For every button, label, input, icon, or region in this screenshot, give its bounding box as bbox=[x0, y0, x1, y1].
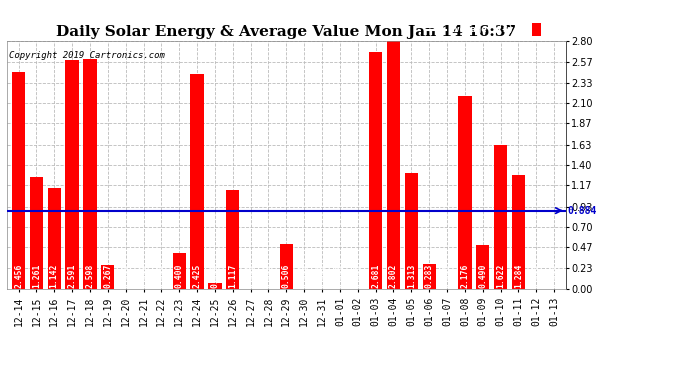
Text: 0.267: 0.267 bbox=[104, 264, 112, 288]
Text: 1.284: 1.284 bbox=[514, 264, 523, 288]
Text: 1.313: 1.313 bbox=[407, 264, 416, 288]
Text: 0.000: 0.000 bbox=[550, 264, 559, 288]
Text: 0.283: 0.283 bbox=[425, 264, 434, 288]
Text: 0.000: 0.000 bbox=[121, 264, 130, 288]
Text: 0.490: 0.490 bbox=[478, 264, 487, 288]
Text: 2.681: 2.681 bbox=[371, 264, 380, 288]
Text: 2.176: 2.176 bbox=[460, 264, 469, 288]
Text: 1.142: 1.142 bbox=[50, 264, 59, 288]
Bar bbox=[190, 74, 204, 289]
Text: Average  ($): Average ($) bbox=[449, 25, 514, 34]
Text: 0.066: 0.066 bbox=[210, 264, 219, 288]
Bar bbox=[172, 254, 186, 289]
Text: 1.117: 1.117 bbox=[228, 264, 237, 288]
Text: 1.622: 1.622 bbox=[496, 264, 505, 288]
Bar bbox=[458, 96, 471, 289]
Text: 2.591: 2.591 bbox=[68, 264, 77, 288]
Bar bbox=[279, 244, 293, 289]
Bar bbox=[422, 264, 436, 289]
Text: 0.400: 0.400 bbox=[175, 264, 184, 288]
Bar bbox=[208, 283, 221, 289]
Bar bbox=[369, 52, 382, 289]
Bar bbox=[512, 175, 525, 289]
Text: 1.261: 1.261 bbox=[32, 264, 41, 288]
Text: 0.000: 0.000 bbox=[139, 264, 148, 288]
Text: 0.000: 0.000 bbox=[353, 264, 362, 288]
Text: 2.598: 2.598 bbox=[86, 264, 95, 288]
Text: 0.000: 0.000 bbox=[532, 264, 541, 288]
Bar bbox=[101, 265, 115, 289]
Title: Daily Solar Energy & Average Value Mon Jan 14 16:37: Daily Solar Energy & Average Value Mon J… bbox=[57, 25, 516, 39]
Text: Daily   ($): Daily ($) bbox=[548, 25, 607, 34]
Text: 0.884: 0.884 bbox=[568, 206, 597, 216]
Bar bbox=[476, 246, 489, 289]
Text: 0.000: 0.000 bbox=[442, 264, 451, 288]
Bar bbox=[12, 72, 26, 289]
Bar bbox=[66, 60, 79, 289]
Bar bbox=[30, 177, 43, 289]
Text: 0.000: 0.000 bbox=[264, 264, 273, 288]
Bar bbox=[48, 188, 61, 289]
Bar bbox=[226, 190, 239, 289]
Bar bbox=[387, 41, 400, 289]
Text: 0.000: 0.000 bbox=[317, 264, 326, 288]
Text: 0.506: 0.506 bbox=[282, 264, 291, 288]
Text: 2.802: 2.802 bbox=[389, 264, 398, 288]
Text: 2.456: 2.456 bbox=[14, 264, 23, 288]
Bar bbox=[494, 146, 507, 289]
Text: 2.425: 2.425 bbox=[193, 264, 201, 288]
Bar bbox=[83, 59, 97, 289]
Text: 0.000: 0.000 bbox=[299, 264, 308, 288]
Text: Copyright 2019 Cartronics.com: Copyright 2019 Cartronics.com bbox=[9, 51, 165, 60]
Text: 0.000: 0.000 bbox=[246, 264, 255, 288]
Text: 0.000: 0.000 bbox=[335, 264, 344, 288]
Bar bbox=[404, 173, 418, 289]
Text: 0.000: 0.000 bbox=[157, 264, 166, 288]
